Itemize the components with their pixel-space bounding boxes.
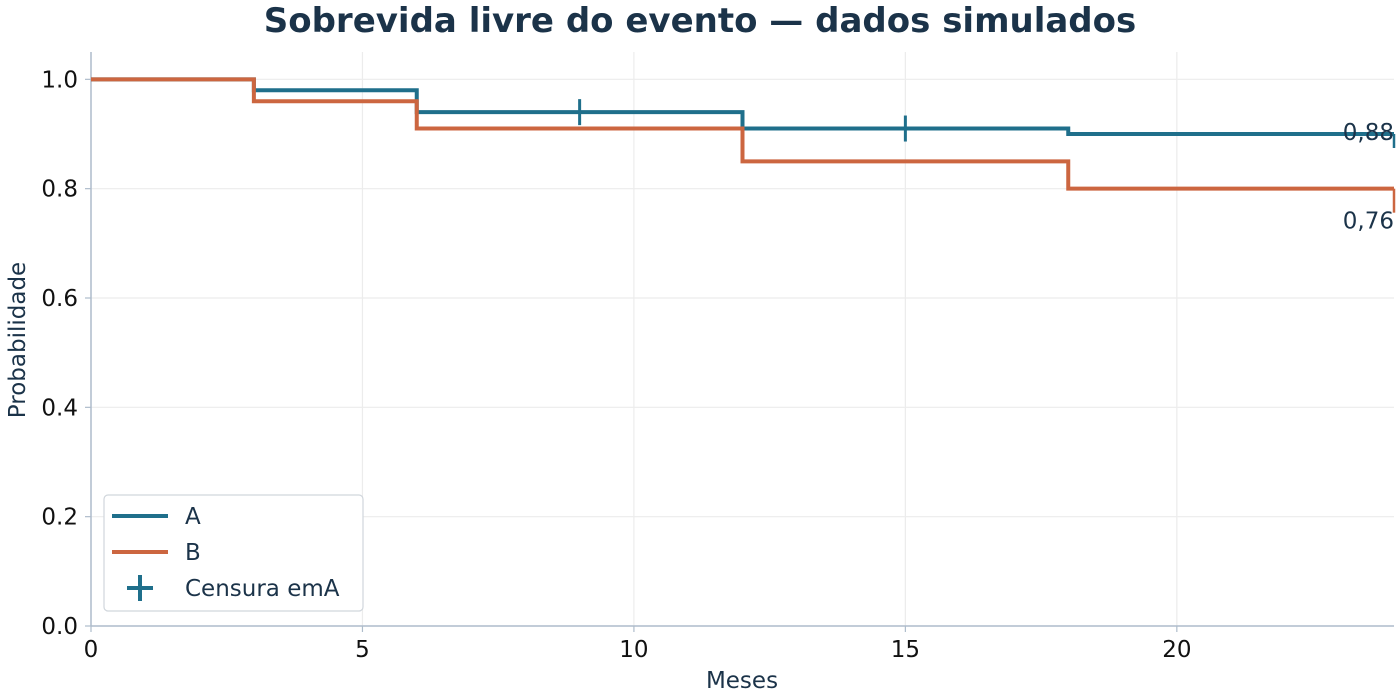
y-tick-label: 0.0 [41, 614, 78, 640]
ticks: 0 5 10 15 20 0.0 0.2 0.4 0.6 0.8 1.0 [41, 67, 1191, 663]
y-tick-label: 0.8 [41, 177, 78, 203]
x-tick-label: 20 [1162, 637, 1191, 663]
x-tick-label: 0 [84, 637, 99, 663]
legend-label-b: B [185, 540, 201, 566]
censoring-marks [578, 99, 907, 142]
legend-label-a: A [185, 504, 201, 530]
end-labels: 0,88 0,76 [1343, 120, 1394, 235]
chart-title: Sobrevida livre do evento — dados simula… [264, 1, 1137, 41]
end-value-label-a: 0,88 [1343, 120, 1394, 146]
y-axis-label: Probabilidade [5, 262, 31, 418]
series [91, 77, 1396, 213]
x-tick-label: 5 [355, 637, 370, 663]
series-line-a [91, 77, 1394, 136]
x-tick-label: 10 [619, 637, 648, 663]
x-axis-label: Meses [706, 668, 778, 694]
legend: A B Censura emA [103, 494, 364, 612]
legend-censor-marker [127, 575, 153, 601]
legend-label-censoring: Censura emA [185, 576, 340, 602]
legend-box [103, 494, 364, 612]
series-line-b [91, 77, 1394, 191]
y-tick-label: 0.4 [41, 395, 78, 421]
y-tick-label: 1.0 [41, 67, 78, 93]
end-value-label-b: 0,76 [1343, 209, 1394, 235]
y-tick-label: 0.2 [41, 505, 78, 531]
x-tick-label: 15 [891, 637, 920, 663]
y-tick-label: 0.6 [41, 286, 78, 312]
